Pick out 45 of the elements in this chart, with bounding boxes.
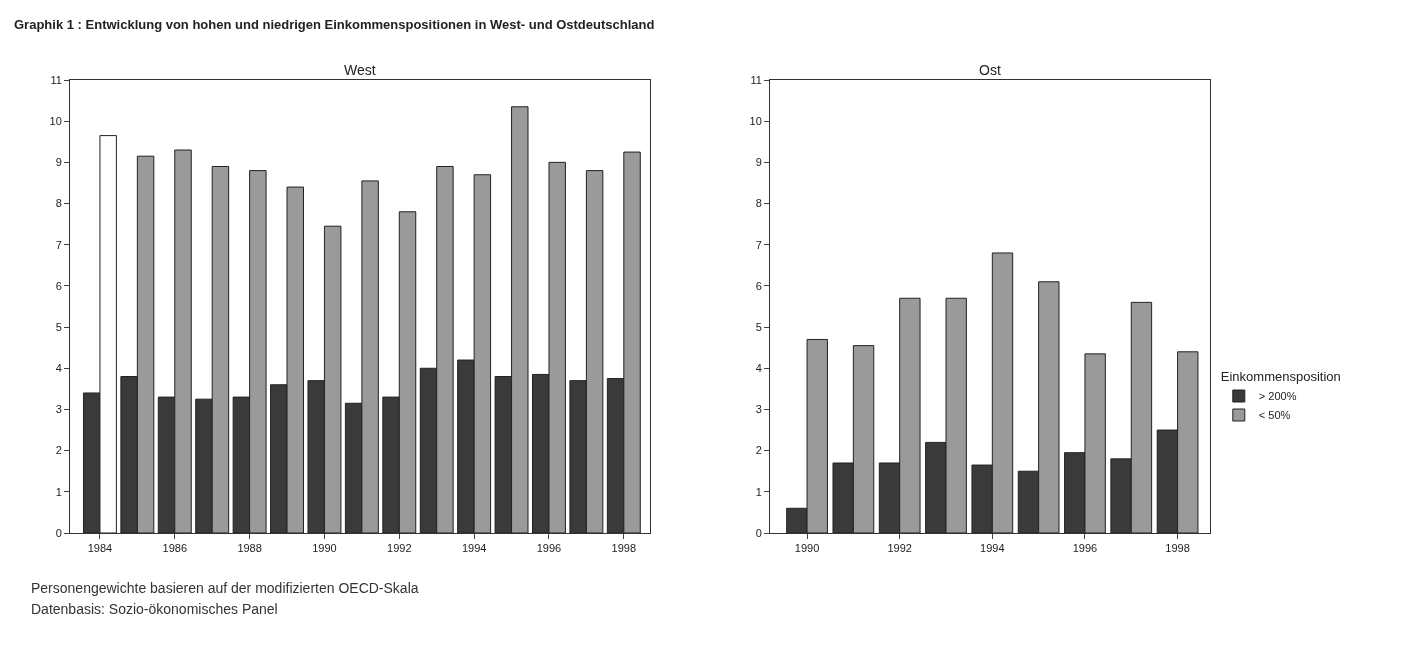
y-tick-label: 7	[55, 238, 62, 251]
y-tick-label: 9	[55, 156, 62, 169]
y-tick-label: 3	[755, 403, 762, 416]
y-tick-label: 8	[755, 197, 762, 210]
y-tick-label: 10	[749, 115, 762, 128]
x-tick-label: 1998	[1165, 542, 1190, 555]
legend-label: > 200%	[1258, 390, 1297, 403]
x-tick-label: 1992	[387, 542, 412, 555]
x-tick-label: 1984	[87, 542, 113, 555]
text: Personengewichte basieren auf der modifizierten OECD-Skala	[31, 580, 419, 596]
y-tick-label: 0	[755, 526, 762, 539]
y-tick-label: 4	[55, 362, 62, 375]
x-tick-label: 1988	[237, 542, 262, 555]
x-tick-label: 1998	[611, 542, 637, 555]
y-tick-label: 6	[755, 279, 762, 292]
chart-title: Graphik 1 : Entwicklung von hohen und niedrigen Einkommenspositionen in West- und Ostdeutschland	[14, 16, 655, 32]
y-tick-label: 2	[755, 444, 762, 457]
y-tick-label: 8	[55, 197, 62, 210]
x-tick-label: 1992	[887, 542, 912, 555]
y-tick-label: 2	[55, 444, 62, 457]
y-tick-label: 5	[55, 320, 62, 333]
x-tick-label: 1994	[461, 542, 487, 555]
legend-title: Einkommensposition	[1220, 369, 1341, 385]
y-tick-label: 7	[755, 238, 762, 251]
y-tick-label: 1	[755, 485, 762, 498]
chart-subtitle: West	[344, 62, 376, 78]
y-tick-label: 0	[55, 526, 62, 539]
x-tick-label: 1990	[312, 542, 337, 555]
y-tick-label: 1	[55, 485, 62, 498]
y-tick-label: 6	[55, 279, 62, 292]
y-tick-label: 3	[55, 403, 62, 416]
text: Datenbasis: Sozio-ökonomisches Panel	[31, 601, 278, 617]
y-tick-label: 5	[755, 320, 762, 333]
x-tick-label: 1996	[536, 542, 562, 555]
x-tick-label: 1990	[794, 542, 820, 555]
y-tick-label: 9	[755, 156, 762, 169]
x-tick-label: 1986	[162, 542, 188, 555]
y-tick-label: 10	[49, 115, 62, 128]
y-tick-label: 11	[750, 73, 762, 86]
x-tick-label: 1996	[1072, 542, 1098, 555]
chart-title: Ost	[979, 62, 1001, 78]
x-tick-label: 1994	[980, 542, 1005, 555]
y-tick-label: 11	[50, 73, 62, 86]
legend-label: < 50%	[1258, 409, 1291, 422]
y-tick-label: 4	[755, 362, 762, 375]
